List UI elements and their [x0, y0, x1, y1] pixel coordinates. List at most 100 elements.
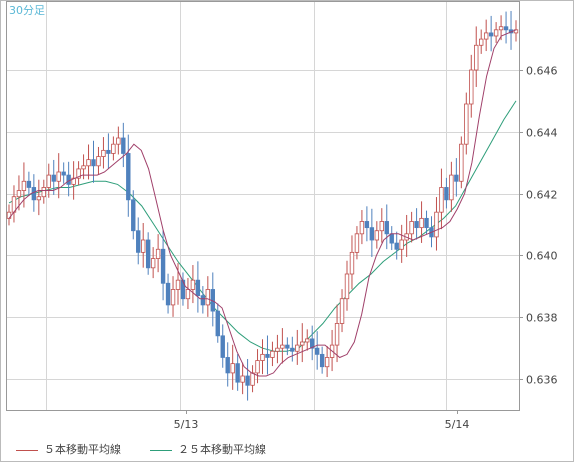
candle-body — [310, 338, 315, 349]
candle-body — [349, 251, 355, 275]
candle-body — [26, 180, 32, 188]
candle-body — [389, 233, 394, 244]
candle-body — [464, 103, 469, 145]
candle-body — [300, 341, 305, 346]
candle-body — [225, 357, 230, 374]
x-tick-label: 5/14 — [445, 418, 470, 431]
candle-body — [359, 221, 365, 235]
candle-body — [245, 375, 250, 386]
candle-body — [265, 353, 270, 358]
candle-body — [116, 137, 121, 145]
legend-item-ma5: ５本移動平均線 — [16, 441, 121, 457]
ma5-series — [8, 29, 517, 377]
ma5-line — [8, 29, 517, 377]
candle-body — [290, 347, 295, 352]
candle-body — [31, 187, 37, 201]
y-axis-ticks: 0.636 0.638 0.640 0.642 0.644 0.646 — [519, 65, 558, 387]
legend: ５本移動平均線 ２５本移動平均線 — [0, 438, 574, 458]
candle-body — [275, 347, 280, 352]
candle-body — [409, 221, 414, 235]
candle-body — [379, 221, 384, 232]
candle-body — [399, 239, 404, 250]
candle-body — [126, 153, 131, 201]
legend-label-ma25: ２５本移動平均線 — [178, 443, 266, 456]
candlesticks — [6, 10, 519, 401]
candle-body — [131, 199, 136, 232]
candle-body — [240, 375, 245, 383]
candle-body — [270, 350, 275, 358]
candle-body — [374, 230, 380, 241]
candle-body — [86, 159, 91, 167]
candle-body — [56, 171, 61, 182]
candle-body — [200, 295, 206, 306]
candle-body — [106, 149, 111, 154]
candle-body — [136, 230, 141, 253]
grid-lines — [6, 2, 519, 410]
candle-body — [260, 353, 265, 361]
candle-body — [424, 217, 429, 229]
ma25-line — [8, 100, 517, 352]
timeframe-label: 30分足 — [9, 4, 45, 17]
candle-body — [36, 196, 42, 201]
y-tick-label: 0.638 — [526, 312, 558, 325]
candle-body — [444, 187, 449, 201]
candle-body — [439, 187, 444, 213]
candle-body — [21, 180, 27, 191]
candle-body — [46, 174, 51, 188]
candle-body — [474, 44, 479, 71]
legend-swatch-ma5 — [16, 449, 38, 451]
candle-body — [235, 363, 240, 383]
candle-body — [469, 69, 474, 105]
candle-body — [165, 282, 171, 306]
candle-body — [61, 171, 66, 176]
candle-body — [220, 335, 225, 358]
candle-body — [285, 344, 290, 349]
x-axis-ticks: 5/13 5/14 — [174, 410, 470, 431]
candle-body — [145, 239, 151, 269]
plot-area-border — [6, 1, 520, 411]
candle-body — [160, 248, 166, 284]
candle-body — [319, 353, 325, 368]
x-tick-label: 5/13 — [174, 418, 199, 431]
candle-body — [344, 273, 350, 300]
candle-body — [369, 227, 375, 241]
candle-body — [230, 363, 235, 374]
candle-body — [434, 211, 439, 238]
candle-body — [121, 137, 126, 154]
candle-body — [111, 143, 116, 154]
y-tick-label: 0.642 — [526, 189, 558, 202]
candle-body — [324, 357, 330, 368]
candle-body — [41, 187, 46, 198]
candle-body — [498, 26, 504, 31]
candle-body — [503, 26, 509, 31]
y-tick-label: 0.636 — [526, 374, 558, 387]
candle-body — [295, 344, 300, 352]
candle-body — [71, 177, 76, 185]
candle-body — [314, 347, 320, 355]
ma25-series — [8, 100, 517, 352]
candle-body — [339, 298, 345, 324]
candle-body — [354, 233, 360, 253]
candle-body — [141, 239, 146, 253]
legend-item-ma25: ２５本移動平均線 — [150, 441, 266, 457]
y-tick-label: 0.646 — [526, 65, 558, 78]
candle-body — [414, 221, 419, 229]
candle-body — [170, 289, 176, 306]
candle-body — [185, 289, 191, 300]
candle-body — [175, 279, 181, 290]
y-tick-label: 0.644 — [526, 127, 558, 140]
candle-body — [305, 338, 310, 343]
candle-body — [454, 174, 459, 182]
candle-body — [195, 279, 201, 297]
candle-body — [419, 217, 424, 229]
candle-body — [76, 168, 81, 179]
candle-body — [155, 248, 161, 259]
candle-body — [250, 372, 255, 386]
candle-body — [101, 149, 106, 157]
candle-body — [479, 38, 484, 46]
candle-body — [51, 174, 56, 182]
candle-body — [394, 242, 399, 250]
candle-body — [180, 279, 186, 300]
